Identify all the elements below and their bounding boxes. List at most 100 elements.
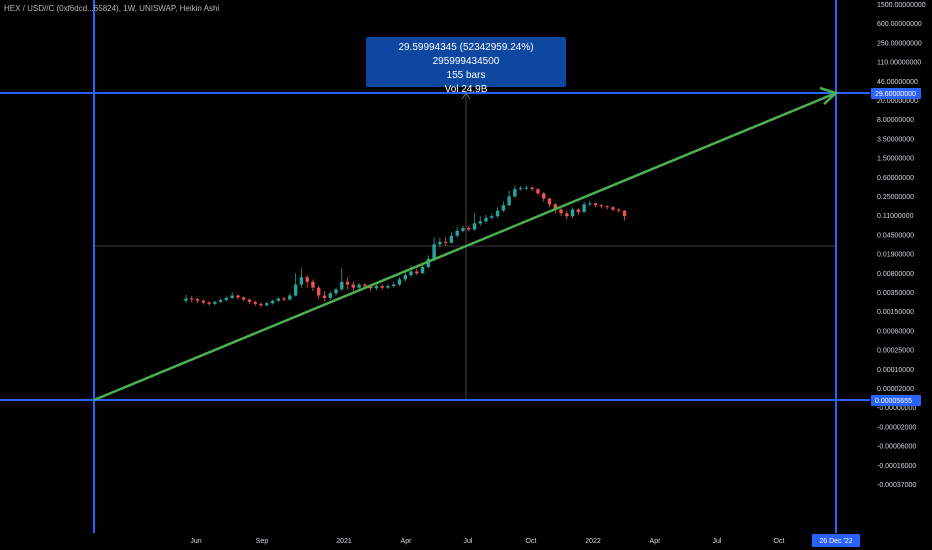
candle bbox=[293, 273, 298, 297]
price-tick-label: 0.04500000 bbox=[877, 232, 914, 239]
candle-body bbox=[443, 241, 448, 243]
price-tick-label: -0.00000000 bbox=[877, 405, 916, 412]
candle-body bbox=[570, 209, 575, 217]
measure-bars: 155 bars bbox=[446, 70, 486, 81]
candle bbox=[357, 283, 361, 290]
price-label-upper-text: 29.60000000 bbox=[875, 91, 916, 98]
candle-body bbox=[340, 281, 344, 290]
candle-body bbox=[484, 217, 488, 222]
candle-body bbox=[190, 298, 194, 300]
candle bbox=[288, 293, 292, 301]
candle bbox=[542, 192, 546, 202]
measure-tooltip: 29.59994345 (52342959.24%) 295999434500 … bbox=[366, 37, 566, 95]
date-label: 26 Dec '22 bbox=[812, 534, 860, 547]
candle bbox=[565, 210, 569, 220]
candle-body bbox=[201, 300, 206, 303]
candle bbox=[484, 214, 488, 224]
candle bbox=[184, 295, 188, 304]
candle bbox=[282, 296, 286, 302]
candle-body bbox=[218, 300, 223, 302]
candle-body bbox=[513, 189, 517, 197]
price-tick-label: 0.00350000 bbox=[877, 290, 914, 297]
candle-body bbox=[611, 207, 615, 210]
candle bbox=[467, 225, 471, 232]
candlestick-series bbox=[184, 185, 627, 308]
candle bbox=[415, 268, 419, 276]
price-tick-label: 0.00010000 bbox=[877, 367, 914, 374]
candle bbox=[305, 275, 309, 288]
candle-body bbox=[501, 205, 506, 211]
candle-body bbox=[282, 298, 286, 300]
candle-body bbox=[207, 302, 211, 304]
candle bbox=[449, 232, 454, 244]
candle bbox=[593, 202, 598, 208]
price-tick-label: 0.60000000 bbox=[877, 175, 914, 182]
price-tick-label: 1.50000000 bbox=[877, 156, 914, 163]
candle-body bbox=[490, 216, 494, 218]
candle bbox=[611, 206, 615, 212]
candle-body bbox=[368, 286, 373, 289]
candle bbox=[461, 225, 465, 233]
candle-body bbox=[195, 299, 200, 301]
candle bbox=[617, 208, 621, 213]
price-tick-label: 250.00000000 bbox=[877, 40, 922, 47]
price-tick-label: 0.11000000 bbox=[877, 213, 914, 220]
candle bbox=[276, 297, 281, 302]
trend-arrowhead-icon bbox=[819, 86, 839, 105]
candle bbox=[582, 201, 586, 214]
candle bbox=[518, 185, 523, 191]
candle-body bbox=[322, 295, 327, 298]
candle bbox=[472, 213, 477, 231]
candle bbox=[588, 200, 592, 207]
date-label-text: 26 Dec '22 bbox=[819, 538, 852, 545]
candle-body bbox=[299, 277, 304, 285]
candle bbox=[190, 295, 194, 303]
candle-body bbox=[518, 188, 523, 190]
candle-body bbox=[547, 198, 552, 205]
time-tick-label: Jul bbox=[464, 538, 473, 545]
time-tick-label: Jul bbox=[713, 538, 722, 545]
candle bbox=[507, 190, 511, 207]
candle bbox=[334, 287, 338, 296]
candle bbox=[259, 302, 263, 308]
candle bbox=[490, 213, 494, 220]
price-tick-label: 0.00002000 bbox=[877, 386, 914, 393]
candle-body bbox=[357, 284, 361, 288]
candle-body bbox=[213, 301, 217, 304]
candle-body bbox=[247, 299, 252, 302]
candle bbox=[374, 284, 379, 291]
time-tick-label: Oct bbox=[526, 538, 537, 545]
price-label-upper: 29.60000000 bbox=[871, 88, 921, 99]
candle-body bbox=[576, 209, 581, 212]
price-label-lower: 0.00005655 bbox=[871, 395, 921, 406]
candle bbox=[213, 300, 217, 306]
candle bbox=[605, 205, 609, 210]
time-axis: Jun Sep 2021 Apr Jul Oct 2022 Apr Jul Oct bbox=[190, 538, 784, 545]
candle-body bbox=[409, 271, 413, 276]
candle bbox=[576, 208, 581, 215]
candle-body bbox=[588, 203, 592, 205]
candle-body bbox=[472, 223, 477, 230]
candle-body bbox=[403, 275, 407, 280]
candle bbox=[443, 237, 448, 246]
candle-body bbox=[478, 221, 482, 224]
candle-body bbox=[582, 204, 586, 212]
candle-body bbox=[236, 295, 240, 298]
candle bbox=[380, 284, 384, 290]
measure-arrow-icon bbox=[461, 92, 471, 100]
candle-body bbox=[438, 241, 442, 245]
candle bbox=[403, 271, 407, 282]
candle-body bbox=[270, 300, 275, 304]
measure-price-change: 29.59994345 (52342959.24%) 295999434500 bbox=[398, 42, 534, 67]
chart-title: HEX / USD//C (0xf6dcd...65824), 1W, UNIS… bbox=[4, 4, 220, 13]
time-tick-label: Sep bbox=[256, 538, 269, 545]
date-label-bg bbox=[812, 534, 860, 547]
candle-body bbox=[415, 271, 419, 274]
candle-body bbox=[293, 284, 298, 296]
candle-body bbox=[449, 235, 454, 243]
candle-body bbox=[230, 295, 234, 298]
candle-body bbox=[363, 284, 367, 287]
candle-body bbox=[507, 196, 511, 206]
candle bbox=[242, 296, 246, 302]
